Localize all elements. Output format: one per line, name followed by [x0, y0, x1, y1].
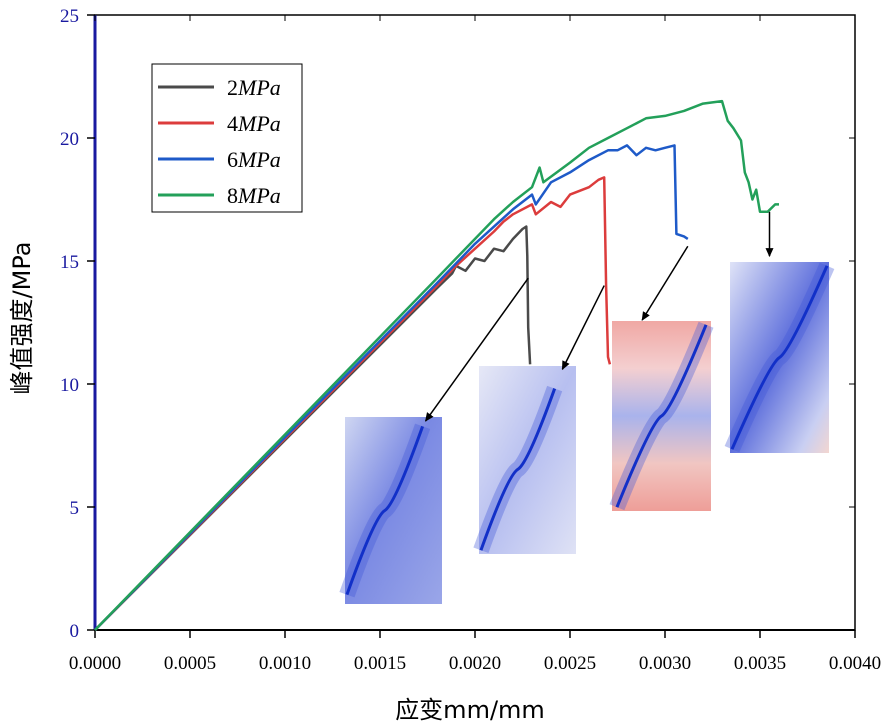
y-axis-title: 峰值强度/MPa	[8, 242, 36, 395]
x-tick-label: 0.0020	[449, 653, 501, 674]
series-line-4mpa	[94, 176, 612, 631]
x-tick-label: 0.0005	[164, 653, 216, 674]
x-tick-label: 0.0035	[734, 653, 786, 674]
inset-4mpa	[473, 366, 576, 554]
data-series	[94, 99, 779, 631]
x-tick-label: 0.0010	[259, 653, 311, 674]
inset-6mpa	[609, 321, 714, 511]
legend-label-8mpa: 8MPa	[227, 183, 281, 208]
annotation-arrow	[561, 285, 605, 371]
y-tick-label: 20	[60, 129, 79, 150]
inset-8mpa-crack	[730, 265, 829, 450]
x-tick-label: 0.0025	[544, 653, 596, 674]
inset-images	[339, 262, 835, 604]
legend-label-4mpa: 4MPa	[227, 111, 281, 136]
series-line-2mpa	[94, 225, 532, 631]
annotation-arrow	[641, 245, 689, 321]
series-line-6mpa	[94, 144, 689, 631]
inset-6mpa-crack	[615, 324, 708, 508]
y-tick-label: 15	[60, 252, 79, 273]
inset-2mpa	[339, 417, 442, 604]
y-tick-label: 10	[60, 375, 79, 396]
x-tick-label: 0.0000	[69, 653, 121, 674]
annotation-arrow	[424, 277, 529, 422]
y-tick-label: 0	[70, 621, 80, 642]
legend-label-2mpa: 2MPa	[227, 75, 281, 100]
inset-4mpa-field	[479, 366, 576, 554]
legend-label-6mpa: 6MPa	[227, 147, 281, 172]
x-tick-label: 0.0030	[639, 653, 691, 674]
annotation-arrows	[424, 211, 774, 422]
inset-2mpa-crack	[345, 425, 425, 596]
x-tick-label: 0.0040	[829, 653, 881, 674]
inset-8mpa	[724, 262, 835, 453]
y-tick-label: 25	[60, 6, 79, 27]
x-tick-label: 0.0015	[354, 653, 406, 674]
legend: 2MPa 4MPa 6MPa 8MPa	[151, 63, 303, 213]
legend-box	[151, 63, 303, 213]
y-tick-label: 5	[70, 498, 80, 519]
axis-ticks: 0.0000 0.0005 0.0010 0.0015 0.0020 0.0025 0.00…	[60, 6, 881, 674]
series-line-8mpa	[94, 99, 779, 631]
inset-4mpa-crack	[479, 388, 557, 551]
x-axis-title: 应变mm/mm	[395, 696, 545, 724]
inset-2mpa-field	[345, 417, 442, 604]
